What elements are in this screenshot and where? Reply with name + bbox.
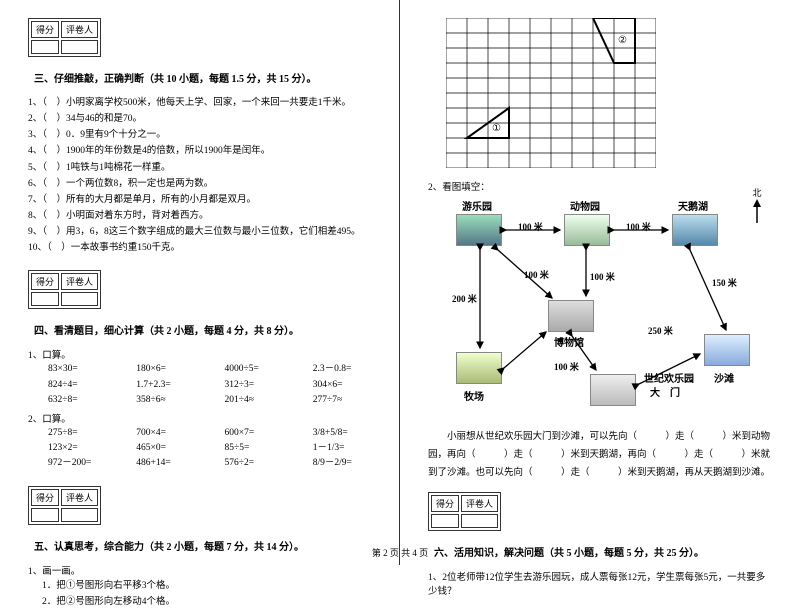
section5-header: 得分评卷人 五、认真思考，综合能力（共 2 小题，每题 7 分，共 14 分）。 [28,486,371,553]
d7: 250 米 [648,324,673,337]
shape-1-label: ① [492,123,501,134]
q3-6-text: ）一个两位数8，积一定也是两为数。 [57,179,214,189]
q3-10: 10、（ ）一本故事书约重150千克。 [28,240,371,256]
q3-4-text: ）1900年的年份数是4的倍数，所以1900年是闰年。 [57,146,271,156]
calc-r2: 824÷4=1.7+2.3=312÷3=304×6= [48,378,371,393]
score-label: 得分 [431,495,459,512]
fill-blank-text: 小丽想从世纪欢乐园大门到沙滩，可以先向（ ）走（ ）米到动物园，再向（ ）走（ … [428,428,772,482]
q3-9-text: ）用3，6，8这三个数字组成的最大三位数与最小三位数，它们相差495。 [57,227,361,237]
score-cell [31,40,59,54]
label-zoo: 动物园 [570,198,600,213]
s4-sub2: 2、口算。 [28,411,371,425]
grid-diagram: ② ① [446,18,656,168]
grader-label: 评卷人 [61,489,98,506]
label-museum: 博物馆 [554,334,584,349]
d5: 100 米 [590,270,615,283]
section3-list: 1、（ ）小明家离学校500米，他每天上学、回家，一个来回一共要走1千米。 2、… [28,95,371,256]
grader-label: 评卷人 [61,21,98,38]
s5-i1: 1．把①号图形向右平移3个格。 [42,578,371,594]
img-farm [456,352,502,384]
compass-label: 北 [750,186,764,199]
q3-7-text: ）所有的大月都是单月，所有的小月都是双月。 [57,195,257,205]
d8: 100 米 [554,360,579,373]
q3-2-text: ）34与46的和是70。 [57,114,143,124]
img-gate [590,374,636,406]
q3-5: 5、（ ）1吨铁与1吨棉花一样重。 [28,160,371,176]
left-column: 得分评卷人 三、仔细推敲，正确判断（共 10 小题，每题 1.5 分，共 15 … [0,0,400,565]
d4: 200 米 [452,292,477,305]
calc-r3: 632÷8=358÷6≈201÷4≈277÷7≈ [48,393,371,408]
calc-r5: 123×2=465×0=85÷5=1－1/3= [48,441,371,456]
label-gate1: 世纪欢乐园 [644,370,694,385]
s4-sub1: 1、口算。 [28,347,371,361]
score-label: 得分 [31,21,59,38]
calc-r1: 83×30=180×6=4000÷5=2.3－0.8= [48,362,371,377]
score-label: 得分 [31,273,59,290]
calc-r6: 972－200=486+14=576÷2=8/9－2/9= [48,456,371,471]
grader-cell [61,40,98,54]
q3-8: 8、（ ）小明面对着东方时，背对着西方。 [28,208,371,224]
section3-title: 三、仔细推敲，正确判断（共 10 小题，每题 1.5 分，共 15 分）。 [34,70,317,85]
q3-8-text: ）小明面对着东方时，背对着西方。 [57,211,209,221]
d3: 100 米 [524,268,549,281]
q3-1: 1、（ ）小明家离学校500米，他每天上学、回家，一个来回一共要走1千米。 [28,95,371,111]
q3-9: 9、（ ）用3，6，8这三个数字组成的最大三位数与最小三位数，它们相差495。 [28,224,371,240]
label-lake: 天鹅湖 [678,198,708,213]
img-park [456,214,502,246]
q3-2: 2、（ ）34与46的和是70。 [28,111,371,127]
right-q2: 2、看图填空： [428,179,772,193]
q3-5-text: ）1吨铁与1吨棉花一样重。 [57,163,171,173]
q3-7: 7、（ ）所有的大月都是单月，所有的小月都是双月。 [28,192,371,208]
label-park: 游乐园 [462,198,492,213]
s6-q1: 1、2位老师带12位学生去游乐园玩，成人票每张12元，学生票每张5元，一共要多少… [428,569,772,597]
q3-3: 3、（ ）0．9里有9个十分之一。 [28,127,371,143]
score-box-6: 得分评卷人 [428,492,501,531]
shape-2-label: ② [618,35,627,46]
page: 得分评卷人 三、仔细推敲，正确判断（共 10 小题，每题 1.5 分，共 15 … [0,0,800,565]
label-farm: 牧场 [464,388,484,403]
q3-3-text: ）0．9里有9个十分之一。 [57,130,166,140]
label-beach: 沙滩 [714,370,734,385]
s5-i2: 2．把②号图形向左移动4个格。 [42,594,371,610]
right-column: ② ① 2、看图填空： 北 游乐园 动物园 天鹅湖 牧场 [400,0,800,565]
q3-10-text: ）一本故事书约重150千克。 [61,243,180,253]
score-box: 得分评卷人 [28,18,101,57]
d1: 100 米 [518,220,543,233]
map-diagram: 北 游乐园 动物园 天鹅湖 牧场 博物馆 世纪欢乐园 大 门 沙滩 [442,194,762,424]
d2: 100 米 [626,220,651,233]
grader-label: 评卷人 [461,495,498,512]
img-zoo [564,214,610,246]
q3-4: 4、（ ）1900年的年份数是4的倍数，所以1900年是闰年。 [28,143,371,159]
img-museum [548,300,594,332]
section4-title: 四、看清题目，细心计算（共 2 小题，每题 4 分，共 8 分）。 [34,322,299,337]
d6: 150 米 [712,276,737,289]
section4-header: 得分评卷人 四、看清题目，细心计算（共 2 小题，每题 4 分，共 8 分）。 [28,270,371,337]
score-box-4: 得分评卷人 [28,270,101,309]
section3-header: 得分评卷人 三、仔细推敲，正确判断（共 10 小题，每题 1.5 分，共 15 … [28,18,371,85]
grader-label: 评卷人 [61,273,98,290]
label-gate2: 大 门 [650,384,680,399]
q3-6: 6、（ ）一个两位数8，积一定也是两为数。 [28,176,371,192]
score-label: 得分 [31,489,59,506]
compass-icon: 北 [750,186,764,227]
page-footer: 第 2 页 共 4 页 [0,546,800,559]
score-box-5: 得分评卷人 [28,486,101,525]
img-beach [704,334,750,366]
q3-1-text: ）小明家离学校500米，他每天上学、回家，一个来回一共要走1千米。 [57,98,352,108]
img-lake [672,214,718,246]
calc-r4: 275÷8=700×4=600×7=3/8+5/8= [48,426,371,441]
